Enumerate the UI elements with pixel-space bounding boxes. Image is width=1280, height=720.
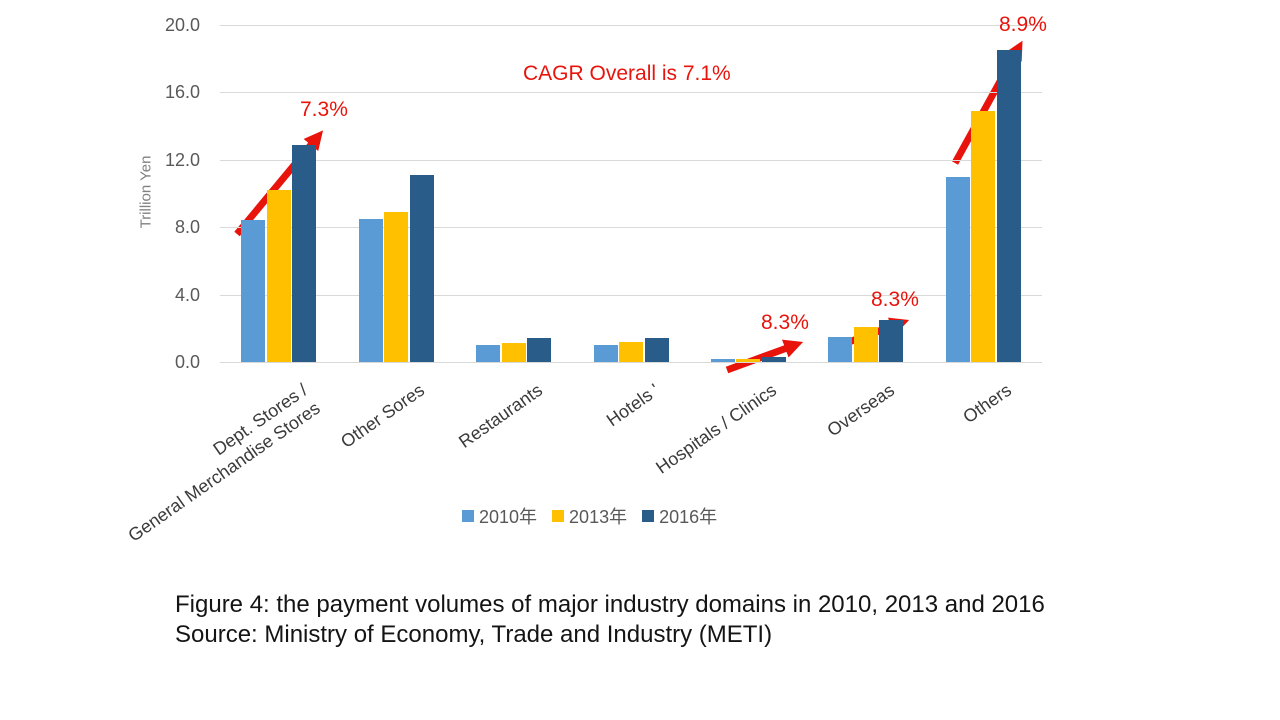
y-axis-tick-label: 20.0 — [164, 15, 200, 35]
bar — [736, 359, 761, 362]
bar — [292, 144, 317, 362]
gridline — [220, 362, 1042, 363]
chart-legend: 2010年 2013年 2016年 — [462, 503, 717, 529]
bar — [241, 220, 266, 362]
y-axis-tick-label: 8.0 — [174, 217, 200, 238]
figure-source: Source: Ministry of Economy, Trade and I… — [175, 620, 773, 648]
bar — [384, 212, 409, 362]
y-axis-tick-label: 0.0 — [174, 352, 200, 372]
legend-swatch — [552, 510, 565, 522]
legend-item: 2010年 — [462, 503, 537, 529]
figure-caption: Figure 4: the payment volumes of major i… — [175, 591, 1045, 618]
bar — [593, 345, 618, 362]
annotation-label: 8.3% — [871, 288, 919, 311]
legend-item: 2013年 — [552, 503, 627, 529]
bar — [996, 50, 1021, 362]
bar-chart: Trillion Yen 0.0 4.0 8.0 12.0 16.0 20.0 Dept. … — [124, 13, 1047, 546]
legend-label: 2013年 — [569, 507, 628, 527]
annotation-label: CAGR Overall is 7.1% — [523, 62, 731, 85]
gridline — [220, 92, 1042, 94]
legend-swatch — [642, 510, 655, 522]
bar — [853, 326, 878, 362]
annotation-label: 7.3% — [300, 98, 348, 121]
gridline — [220, 294, 1042, 296]
bar — [358, 218, 383, 362]
y-axis-tick-label: 12.0 — [164, 149, 200, 170]
bar — [619, 341, 643, 362]
y-axis-tick-label: 16.0 — [164, 82, 200, 103]
bar — [409, 174, 434, 362]
annotation-label: 8.3% — [761, 311, 809, 334]
bar — [501, 343, 526, 362]
legend-label: 2016年 — [659, 507, 718, 527]
bar — [879, 319, 904, 362]
legend-item: 2016年 — [642, 503, 717, 529]
bar — [710, 358, 735, 362]
gridline — [220, 227, 1042, 229]
gridline — [220, 159, 1042, 161]
figure-caption-block: Figure 4: the payment volumes of major i… — [175, 590, 1045, 649]
gridline — [220, 25, 1042, 26]
y-axis-tick-label: 4.0 — [174, 284, 200, 305]
bar — [828, 336, 853, 362]
legend-swatch — [462, 510, 474, 522]
bar — [761, 356, 786, 362]
bar — [945, 176, 970, 362]
annotation-label: 8.9% — [999, 13, 1047, 36]
bar — [527, 338, 552, 362]
bar — [476, 345, 501, 362]
bar — [644, 338, 669, 362]
bar — [266, 190, 291, 362]
legend-label: 2010年 — [479, 507, 538, 527]
bar — [971, 110, 996, 362]
